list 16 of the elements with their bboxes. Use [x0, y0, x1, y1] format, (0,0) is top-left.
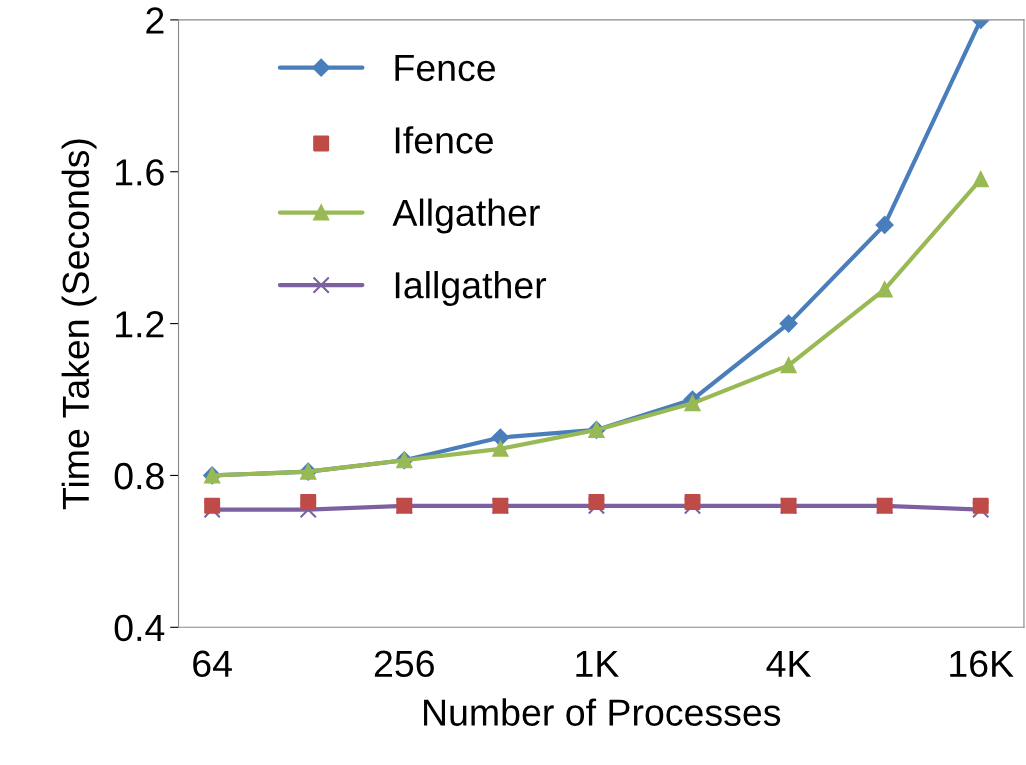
y-axis-title: Time Taken (Seconds) [61, 139, 97, 510]
x-tick-label: 16K [950, 650, 1014, 678]
x-tick-label: 1K [576, 650, 619, 677]
y-tick-label: 0.8 [114, 462, 164, 490]
x-axis-title: Number of Processes [424, 698, 781, 726]
legend-label: Ifence [395, 126, 493, 154]
x-tick-label: 64 [193, 650, 232, 678]
x-tick-label: 4K [766, 650, 812, 677]
y-tick-label: 1.6 [116, 159, 164, 186]
legend-label: Allgather [392, 198, 540, 234]
y-tick-label: 1.2 [116, 311, 164, 338]
y-tick-label: 2 [146, 7, 164, 34]
legend-label: Iallgather [395, 271, 547, 306]
y-tick-label: 0.4 [114, 614, 165, 642]
x-tick-label: 256 [374, 650, 434, 678]
legend-label: Fence [395, 55, 495, 82]
